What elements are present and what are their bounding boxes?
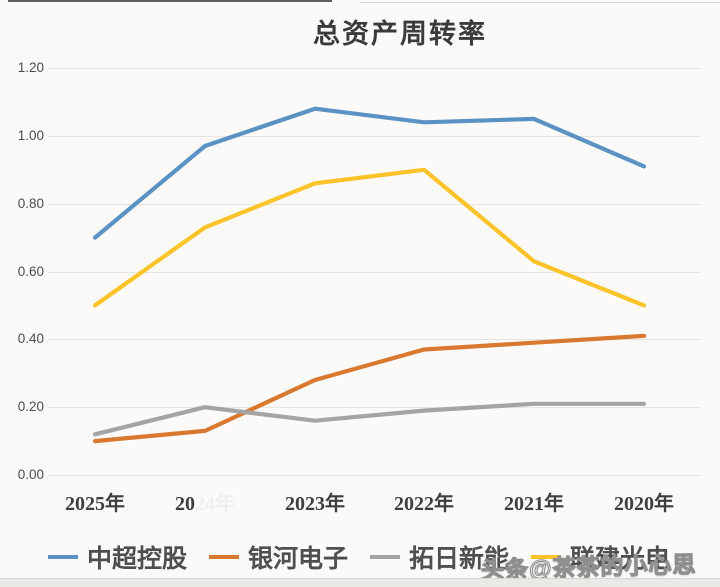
gridline xyxy=(48,407,700,409)
chart-legend: 中超控股 银河电子 拓日新能 联建光电 xyxy=(48,539,692,575)
legend-label: 银河电子 xyxy=(248,546,349,573)
y-tick-label: 1.00 xyxy=(17,127,44,143)
x-tick-label: 2022年 xyxy=(394,493,454,515)
legend-swatch-icon xyxy=(209,554,240,560)
gridline xyxy=(48,135,700,137)
gridline xyxy=(48,203,700,205)
gridline xyxy=(48,475,700,476)
legend-label: 联建光电 xyxy=(570,546,671,573)
legend-label: 拓日新能 xyxy=(409,546,510,573)
chart-title: 总资产周转率 xyxy=(313,19,487,49)
legend-label: 中超控股 xyxy=(87,546,188,573)
legend-swatch-icon xyxy=(531,554,562,560)
gridline xyxy=(48,68,700,69)
x-tick-label: 2025年 xyxy=(65,493,125,515)
gridline xyxy=(48,271,700,273)
legend-swatch-icon xyxy=(48,554,78,560)
y-tick-label: 1.20 xyxy=(17,60,44,75)
series-line-银河电子 xyxy=(92,333,647,444)
y-tick-label: 0.20 xyxy=(17,399,44,415)
legend-item-拓日新能: 拓日新能 xyxy=(370,539,509,575)
gridline xyxy=(48,339,700,341)
x-tick-label: 2020年 xyxy=(614,493,674,515)
legend-swatch-icon xyxy=(370,554,401,560)
top-border-line xyxy=(8,0,332,2)
legend-item-中超控股: 中超控股 xyxy=(48,539,187,575)
legend-item-银河电子: 银河电子 xyxy=(209,539,348,575)
series-line-拓日新能 xyxy=(92,401,647,437)
x-tick-label: 2021年 xyxy=(504,493,564,515)
series-line-联建光电 xyxy=(92,167,647,308)
series-line-中超控股 xyxy=(92,106,647,240)
x-tick-label: 2024年 xyxy=(175,493,235,515)
bottom-edge-strip xyxy=(0,578,720,587)
y-tick-label: 0.00 xyxy=(17,467,44,482)
top-border-line-faint xyxy=(360,2,720,3)
y-tick-label: 0.80 xyxy=(17,195,44,211)
y-tick-label: 0.40 xyxy=(17,331,44,347)
legend-item-联建光电: 联建光电 xyxy=(531,539,670,575)
x-tick-label: 2023年 xyxy=(285,493,345,515)
y-tick-label: 0.60 xyxy=(17,263,44,279)
